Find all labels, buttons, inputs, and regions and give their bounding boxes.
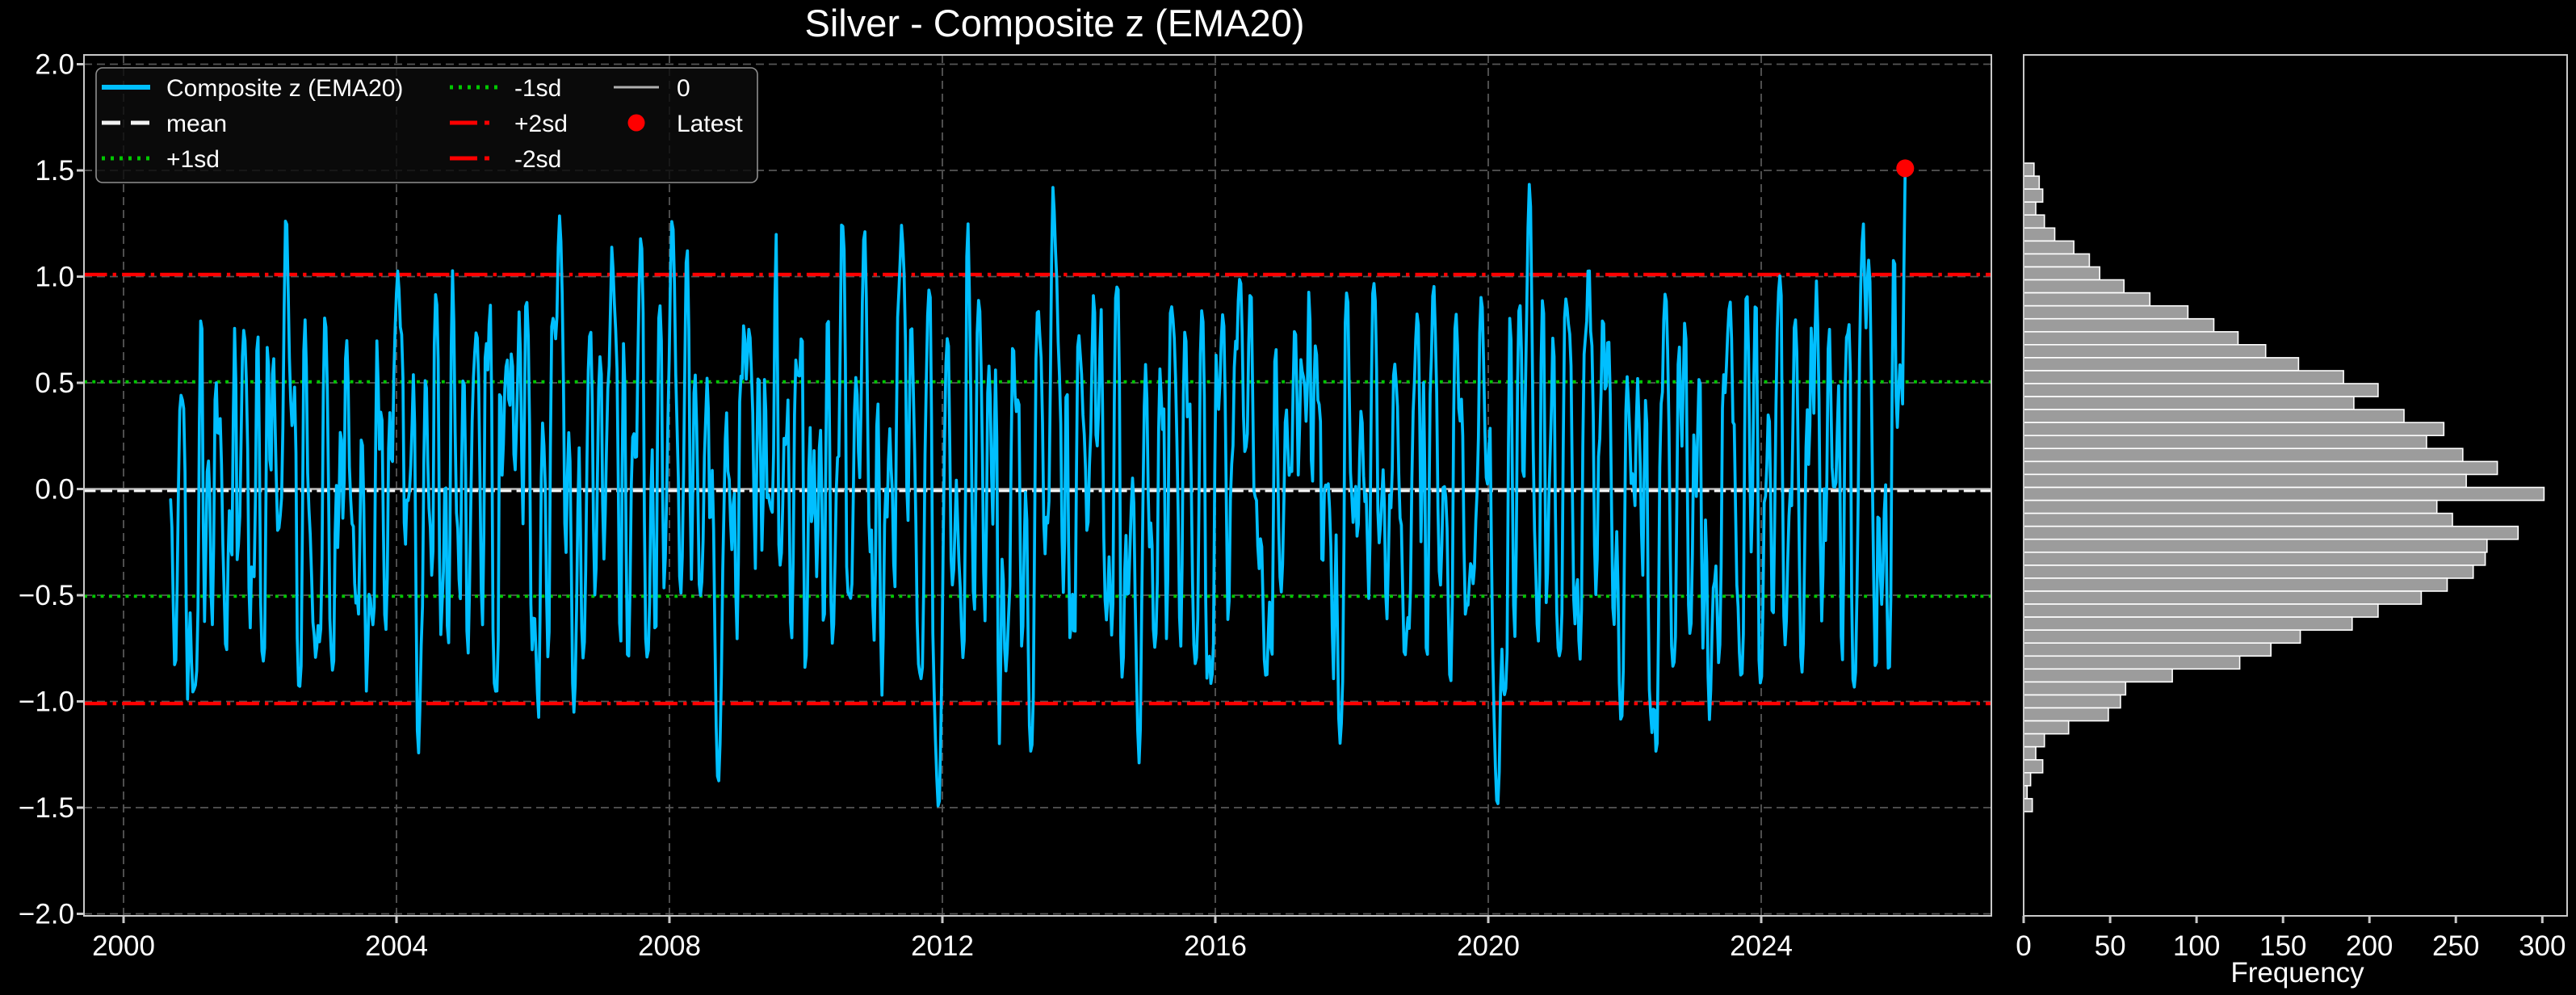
svg-text:Silver - Composite z (EMA20): Silver - Composite z (EMA20) [805,2,1305,44]
svg-text:2024: 2024 [1730,930,1793,962]
svg-text:mean: mean [166,111,227,137]
svg-text:Latest: Latest [677,111,743,137]
svg-text:−0.5: −0.5 [19,580,74,611]
svg-text:1.0: 1.0 [35,262,74,293]
svg-text:2.0: 2.0 [35,49,74,81]
svg-text:Frequency: Frequency [2230,957,2364,989]
svg-text:200: 200 [2346,930,2393,962]
svg-text:0.0: 0.0 [35,474,74,506]
svg-text:0: 0 [2016,930,2031,962]
svg-text:50: 50 [2095,930,2126,962]
svg-text:0.5: 0.5 [35,367,74,399]
svg-text:2016: 2016 [1184,930,1247,962]
svg-text:+2sd: +2sd [514,111,568,137]
svg-text:300: 300 [2519,930,2566,962]
svg-text:2000: 2000 [92,930,155,962]
svg-text:100: 100 [2173,930,2220,962]
svg-text:−1.5: −1.5 [19,792,74,824]
svg-text:2012: 2012 [911,930,974,962]
svg-text:−2.0: −2.0 [19,899,74,930]
svg-text:−1.0: −1.0 [19,686,74,718]
svg-text:2008: 2008 [638,930,701,962]
svg-text:1.5: 1.5 [35,155,74,187]
svg-text:+1sd: +1sd [166,146,220,173]
svg-text:150: 150 [2259,930,2306,962]
svg-text:2004: 2004 [365,930,428,962]
svg-text:-1sd: -1sd [514,75,561,102]
svg-text:250: 250 [2432,930,2479,962]
svg-text:2020: 2020 [1457,930,1520,962]
svg-text:-2sd: -2sd [514,146,561,173]
svg-text:Composite z (EMA20): Composite z (EMA20) [166,75,403,102]
svg-text:0: 0 [677,75,690,102]
